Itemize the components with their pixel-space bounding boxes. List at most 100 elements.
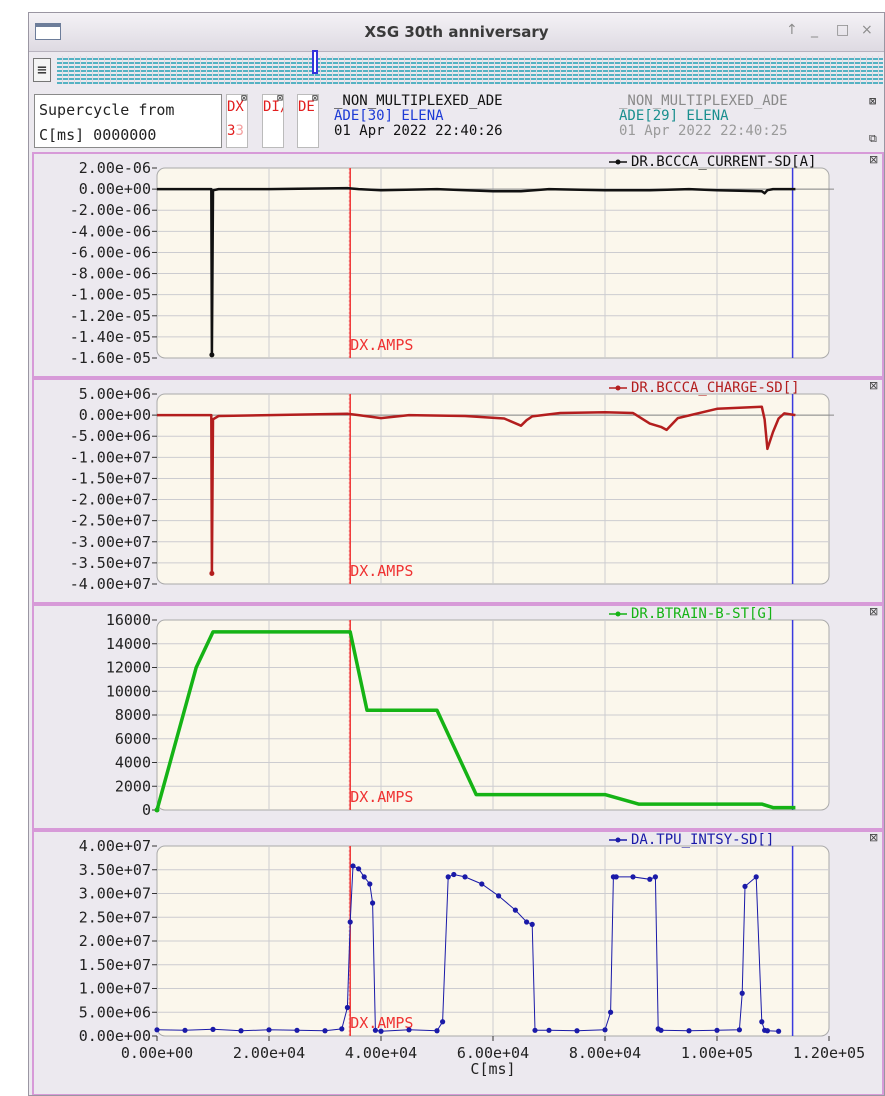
plot-btrain[interactable]: 0 2000 4000 6000 8000 10000 12000 14000 16000 DX.… (34, 605, 882, 828)
data-point (451, 871, 457, 878)
data-point (266, 1027, 272, 1033)
data-point (367, 881, 373, 887)
title-bar[interactable]: XSG 30th anniversary ↑ _ □ × (29, 13, 884, 52)
close-icon[interactable]: ⊠ (240, 94, 247, 104)
data-point (714, 1027, 720, 1033)
close-icon[interactable]: ⊠ (869, 94, 877, 108)
y-tick-label: 12000 (106, 659, 151, 677)
y-tick-label: 14000 (106, 635, 151, 653)
data-point (529, 921, 535, 927)
data-point (356, 866, 362, 872)
data-point (759, 1019, 765, 1025)
y-tick-label: -1.20e-05 (70, 307, 151, 325)
y-tick-label: -4.00e-06 (70, 222, 151, 240)
y-tick-label: -2.50e+07 (70, 512, 151, 530)
y-tick-label: 4000 (115, 754, 151, 772)
minimize-button[interactable]: _ (811, 22, 818, 38)
pin-icon[interactable]: ↑ (786, 22, 798, 38)
data-point (462, 874, 468, 880)
x-tick-label: 0.00e+00 (121, 1044, 193, 1062)
plot-tpu-intsy[interactable]: 0.00e+00 5.00e+06 1.00e+07 1.50e+07 2.00e+07… (34, 831, 882, 1094)
flag-dx[interactable]: DX ⊠ 33 (226, 94, 248, 148)
toolbar: ≡ (29, 52, 884, 90)
plot-panel-4[interactable]: 0.00e+00 5.00e+06 1.00e+07 1.50e+07 2.00e+07… (32, 830, 884, 1095)
info-bar: Supercycle from C[ms] 0000000 DX ⊠ 33 DI… (29, 90, 884, 152)
data-point (736, 1027, 743, 1033)
plot-panel-3[interactable]: 0 2000 4000 6000 8000 10000 12000 14000 16000 DX.… (32, 604, 884, 830)
y-tick-label: -2.00e+07 (70, 491, 151, 509)
y-tick-label: 0.00e+00 (79, 1027, 151, 1045)
legend-swatch-dot (615, 837, 621, 843)
y-tick-label: 2.00e+07 (79, 932, 151, 950)
data-point (210, 1026, 216, 1032)
flag-value: 3 (227, 123, 236, 139)
legend-label: DR.BCCCA_CHARGE-SD[] (631, 380, 800, 396)
data-point (602, 1027, 608, 1033)
y-tick-label: -5.00e+06 (70, 427, 151, 445)
close-icon[interactable]: ⊠ (276, 94, 283, 104)
y-tick-label: -6.00e-06 (70, 243, 151, 261)
data-point (209, 570, 215, 576)
data-point (294, 1027, 300, 1033)
data-point (361, 874, 367, 880)
current-cycle-info: _NON_MULTIPLEXED_ADE ADE[30] ELENA 01 Ap… (334, 94, 503, 139)
supercycle-label: Supercycle from (39, 101, 175, 119)
series-trace (156, 865, 779, 1032)
dx-amps-label: DX.AMPS (350, 788, 413, 806)
selector-cursor[interactable] (312, 50, 318, 74)
close-icon: ⊠ (869, 832, 878, 844)
close-icon[interactable]: ⊠ (311, 94, 318, 104)
plots-area: 2.00e-06 0.00e+00 -2.00e-06 -4.00e-06 -6.00e… (32, 152, 884, 1095)
close-button[interactable]: × (861, 22, 873, 38)
x-tick-label: 1.20e+05 (793, 1044, 865, 1062)
cycle-selector-strip[interactable] (57, 56, 883, 84)
data-point (764, 1028, 771, 1034)
y-tick-label: -2.00e-06 (70, 201, 151, 219)
expand-icon[interactable]: ⧉ (869, 132, 877, 145)
flag-label: DI/ (263, 99, 283, 115)
y-tick-label: 0 (142, 801, 151, 819)
y-tick-label: -1.40e-05 (70, 328, 151, 346)
flag-di[interactable]: DI/ ⊠ (262, 94, 284, 148)
y-tick-label: -3.50e+07 (70, 554, 151, 572)
y-tick-label: -1.50e+07 (70, 469, 151, 487)
y-tick-label: -8.00e-06 (70, 265, 151, 283)
y-tick-label: 3.50e+07 (79, 861, 151, 879)
data-point (753, 874, 759, 880)
y-tick-label: -1.00e+07 (70, 448, 151, 466)
supercycle-box: Supercycle from C[ms] 0000000 (34, 94, 222, 148)
data-point (154, 807, 160, 813)
supercycle-value: C[ms] 0000000 (39, 126, 157, 144)
previous-cycle-info: _NON_MULTIPLEXED_ADE ADE[29] ELENA 01 Ap… (619, 94, 788, 139)
x-tick-label: 8.00e+04 (569, 1044, 641, 1062)
y-tick-label: -1.00e-05 (70, 286, 151, 304)
legend-label: DR.BCCCA_CURRENT-SD[A] (631, 154, 816, 170)
data-point (652, 874, 659, 880)
window-title: XSG 30th anniversary (364, 23, 549, 41)
data-point (630, 874, 636, 880)
current-cycle-time: 01 Apr 2022 22:40:26 (334, 123, 503, 139)
plot-panel-1[interactable]: 2.00e-06 0.00e+00 -2.00e-06 -4.00e-06 -6.00e… (32, 152, 884, 378)
x-tick-label: 2.00e+04 (233, 1044, 305, 1062)
plot-bccca-charge[interactable]: 5.00e+06 0.00e+00 -5.00e+06 -1.00e+07 -1.50e… (34, 379, 882, 602)
data-point (445, 874, 451, 880)
data-point (372, 1027, 378, 1033)
y-tick-label: -1.60e-05 (70, 349, 151, 367)
maximize-button[interactable]: □ (836, 22, 850, 38)
data-point (322, 1028, 328, 1034)
data-point (434, 1028, 440, 1034)
y-tick-label: 2000 (115, 777, 151, 795)
window-icon[interactable] (35, 23, 61, 40)
x-tick-label: 1.00e+05 (681, 1044, 753, 1062)
data-point (479, 881, 485, 887)
data-point (686, 1028, 692, 1034)
flag-de[interactable]: DE: ⊠ (297, 94, 319, 148)
data-point (532, 1027, 538, 1033)
y-tick-label: 1.50e+07 (79, 956, 151, 974)
data-point (406, 1027, 412, 1033)
data-point (440, 1019, 446, 1025)
hamburger-menu-icon[interactable]: ≡ (33, 58, 51, 82)
y-tick-label: 0.00e+00 (79, 406, 151, 424)
plot-bccca-current[interactable]: 2.00e-06 0.00e+00 -2.00e-06 -4.00e-06 -6.00e… (34, 153, 882, 376)
plot-panel-2[interactable]: 5.00e+06 0.00e+00 -5.00e+06 -1.00e+07 -1.50e… (32, 378, 884, 604)
